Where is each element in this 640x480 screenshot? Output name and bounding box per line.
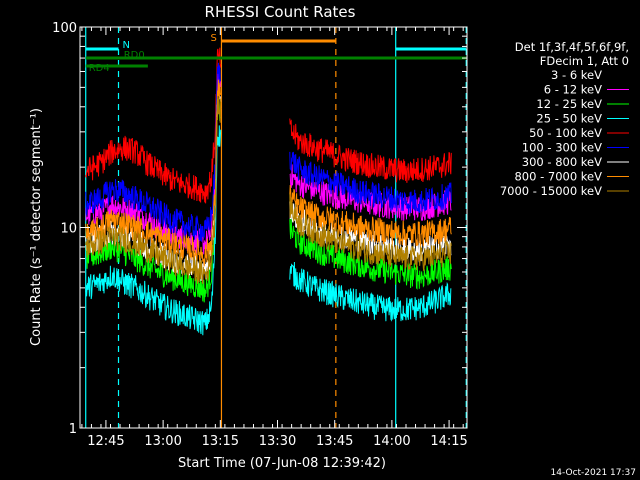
legend-entry-label: 7000 - 15000 keV	[500, 184, 602, 198]
series-line	[289, 261, 452, 322]
legend-entry-label: 50 - 100 keV	[529, 126, 602, 140]
legend-entry-label: 3 - 6 keV	[551, 68, 602, 82]
attenuator-bars: N S RD0 RD4	[85, 33, 467, 74]
x-tick-label: 13:00	[144, 434, 181, 449]
x-tick-label: 12:45	[87, 434, 124, 449]
state-bar-label: RD4	[89, 63, 110, 74]
series-line	[289, 184, 452, 247]
x-tick-label: 14:15	[430, 434, 467, 449]
legend-entry-label: 800 - 7000 keV	[514, 170, 602, 184]
x-axis-label: Start Time (07-Jun-08 12:39:42)	[178, 456, 386, 471]
series-line	[85, 62, 222, 242]
series-line	[289, 118, 452, 183]
x-axis-ticks: 12:45 13:00 13:15 13:30 13:45 14:00 14:15	[81, 27, 468, 449]
series-line	[85, 125, 222, 336]
series-line	[85, 79, 222, 267]
legend-header-line-1: Det 1f,3f,4f,5f,6f,9f,	[515, 40, 629, 54]
x-tick-label: 14:00	[373, 434, 410, 449]
state-bar-label: S	[210, 33, 216, 44]
y-tick-label: 1	[69, 422, 77, 437]
series-layer	[85, 47, 452, 336]
y-axis-ticks: 1 10 100	[52, 21, 467, 437]
y-tick-label: 10	[60, 222, 77, 237]
series-line	[289, 151, 452, 215]
chart-title: RHESSI Count Rates	[205, 3, 356, 21]
x-tick-label: 13:30	[259, 434, 296, 449]
x-tick-label: 13:15	[202, 434, 239, 449]
legend: Det 1f,3f,4f,5f,6f,9f, FDecim 1, Att 0 3…	[500, 40, 629, 198]
series-line	[289, 193, 452, 272]
y-tick-label: 100	[52, 21, 77, 36]
legend-header-line-2: FDecim 1, Att 0	[540, 54, 629, 68]
legend-entry-label: 100 - 300 keV	[522, 141, 602, 155]
state-bar-label: RD0	[124, 50, 145, 61]
footer-timestamp: 14-Oct-2021 17:37	[551, 468, 636, 478]
state-bar-label: N	[123, 40, 130, 51]
legend-entry-label: 12 - 25 keV	[536, 97, 602, 111]
y-axis-label: Count Rate (s⁻¹ detector segment⁻¹)	[29, 108, 44, 346]
series-line	[85, 96, 222, 284]
series-line	[85, 47, 222, 204]
legend-entry-label: 25 - 50 keV	[536, 112, 602, 126]
legend-entry-label: 6 - 12 keV	[544, 83, 602, 97]
legend-entry-label: 300 - 800 keV	[522, 155, 602, 169]
x-tick-label: 13:45	[316, 434, 353, 449]
